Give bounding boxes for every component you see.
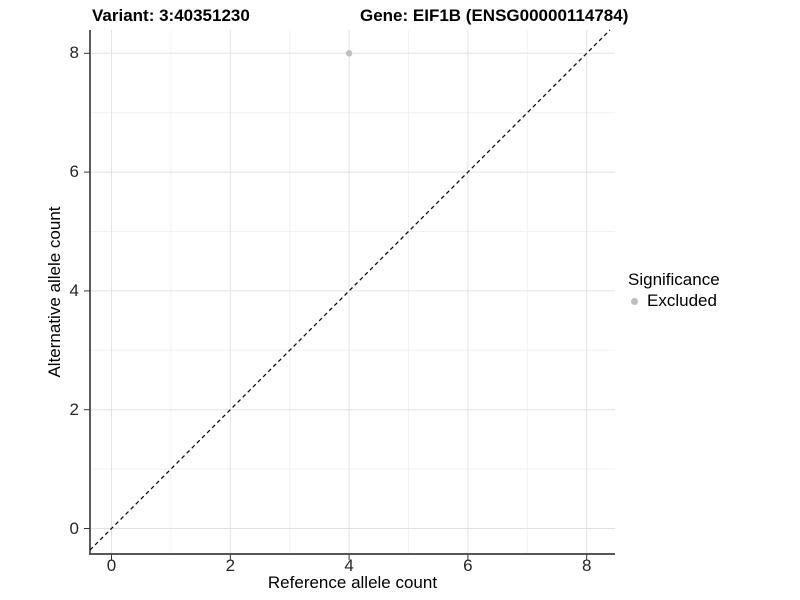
legend-item-label: Excluded [647,291,717,310]
y-tick-label-2: 2 [69,399,79,419]
gridlines-minor [90,30,615,554]
x-axis-title: Reference allele count [267,573,438,592]
legend-title: Significance [628,270,720,289]
plot-title-variant: Variant: 3:40351230 [92,6,250,25]
x-tick-label-6: 6 [463,556,473,575]
axis-tick-marks [84,52,588,560]
y-tick-label-0: 0 [69,518,79,538]
gridlines-major [90,30,615,554]
legend-point-swatch-icon [631,297,638,305]
data-point-excluded [345,50,353,57]
data-points [345,50,353,57]
legend-item-excluded: Excluded [628,291,720,311]
y-tick-label-4: 4 [69,280,79,300]
identity-reference-line [89,29,611,551]
x-tick-label-8: 8 [581,556,592,575]
x-tick-label-4: 4 [344,556,354,575]
y-tick-label-8: 8 [69,43,79,63]
legend: Significance Excluded [628,270,720,311]
plot-title-gene: Gene: EIF1B (ENSG00000114784) [360,6,629,25]
x-tick-label-2: 2 [225,556,236,575]
y-axis-title: Alternative allele count [45,206,64,378]
y-tick-label-6: 6 [69,162,79,182]
x-tick-label-0: 0 [106,556,117,575]
